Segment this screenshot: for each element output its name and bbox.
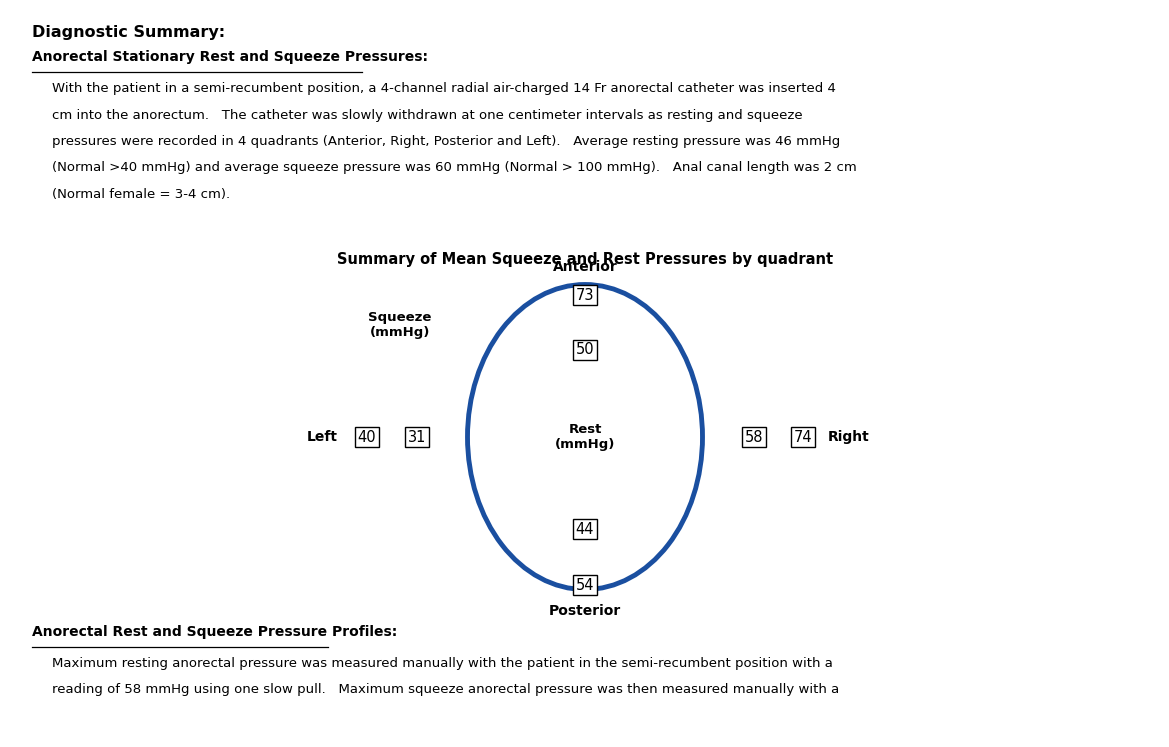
Text: Anorectal Rest and Squeeze Pressure Profiles:: Anorectal Rest and Squeeze Pressure Prof… [32,625,397,639]
Text: 73: 73 [576,288,594,303]
Text: 74: 74 [794,430,812,444]
Text: 54: 54 [576,577,594,592]
Text: Posterior: Posterior [549,604,621,618]
Text: cm into the anorectum.   The catheter was slowly withdrawn at one centimeter int: cm into the anorectum. The catheter was … [51,108,803,122]
Text: Squeeze
(mmHg): Squeeze (mmHg) [368,311,431,339]
Text: (Normal >40 mmHg) and average squeeze pressure was 60 mmHg (Normal > 100 mmHg). : (Normal >40 mmHg) and average squeeze pr… [51,161,857,175]
Text: (Normal female = 3-4 cm).: (Normal female = 3-4 cm). [51,188,230,201]
Text: 31: 31 [408,430,427,444]
Text: Summary of Mean Squeeze and Rest Pressures by quadrant: Summary of Mean Squeeze and Rest Pressur… [337,252,833,267]
Text: Anorectal Stationary Rest and Squeeze Pressures:: Anorectal Stationary Rest and Squeeze Pr… [32,50,428,64]
Text: 58: 58 [745,430,763,444]
Text: Maximum resting anorectal pressure was measured manually with the patient in the: Maximum resting anorectal pressure was m… [51,657,832,670]
Text: Rest
(mmHg): Rest (mmHg) [555,423,615,451]
Text: Anterior: Anterior [553,260,617,274]
Text: pressures were recorded in 4 quadrants (Anterior, Right, Posterior and Left).   : pressures were recorded in 4 quadrants (… [51,135,841,148]
Text: Right: Right [828,430,870,444]
Text: Left: Left [307,430,338,444]
Text: 44: 44 [576,521,594,536]
Text: Diagnostic Summary:: Diagnostic Summary: [32,25,226,40]
Text: 40: 40 [358,430,376,444]
Text: With the patient in a semi-recumbent position, a 4-channel radial air-charged 14: With the patient in a semi-recumbent pos… [51,82,836,95]
Text: reading of 58 mmHg using one slow pull.   Maximum squeeze anorectal pressure was: reading of 58 mmHg using one slow pull. … [51,684,839,696]
Text: 50: 50 [575,343,594,358]
